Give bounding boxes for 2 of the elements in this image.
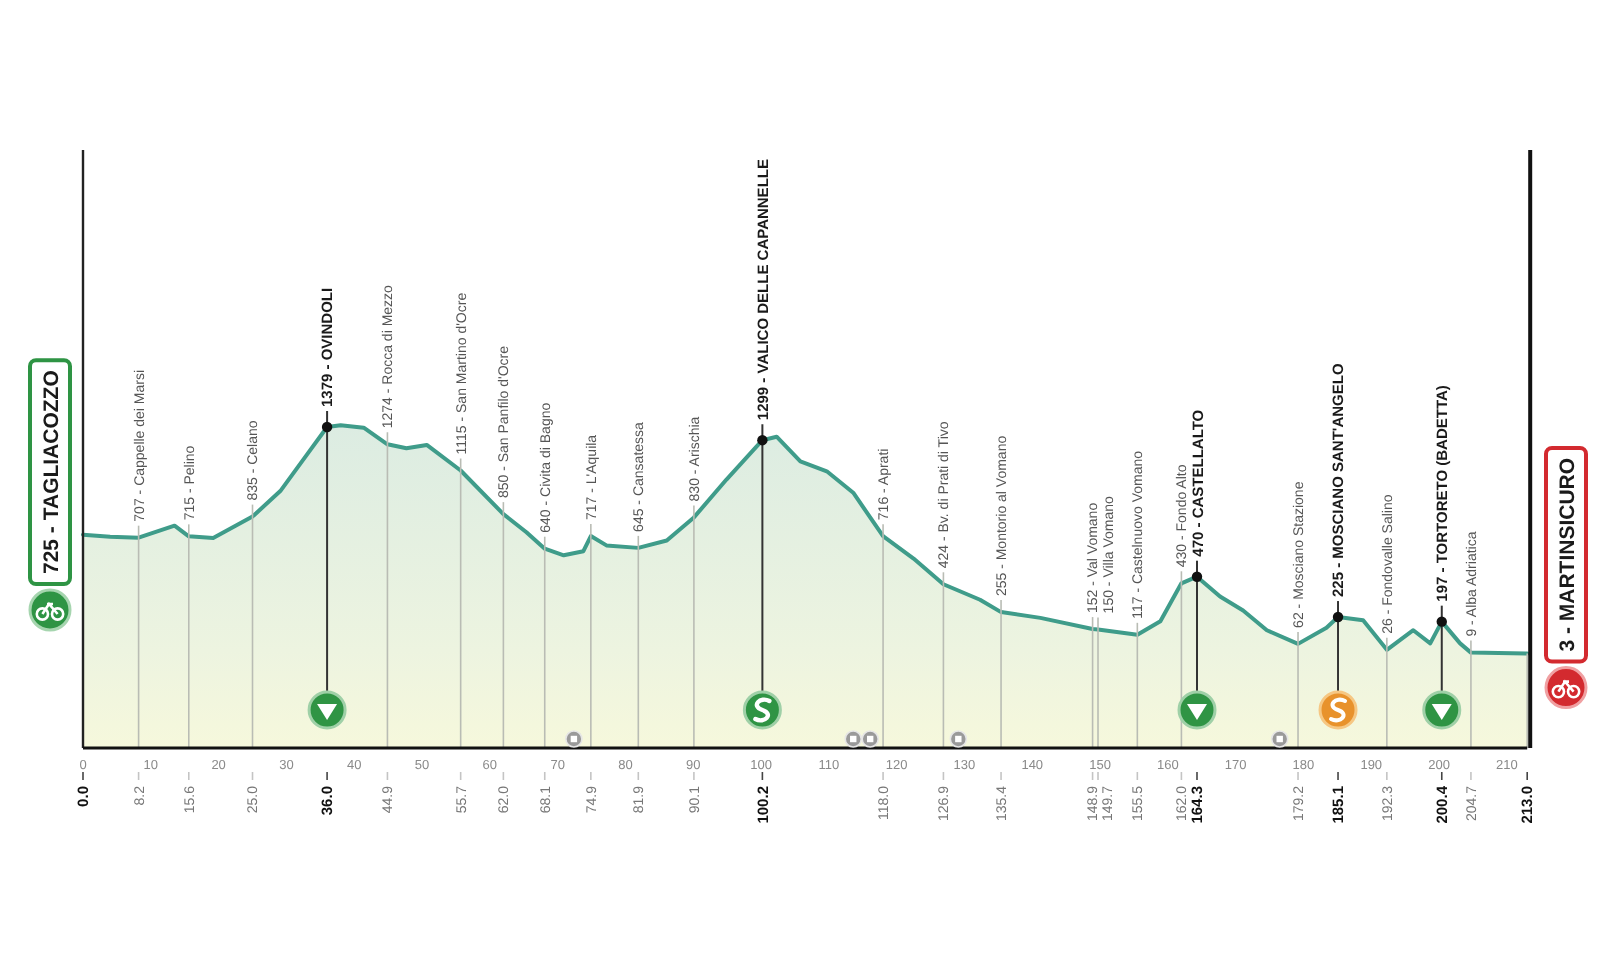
data-label: 3 - MARTINSICURO xyxy=(1555,457,1580,652)
data-label: 725 - TAGLIACOZZO xyxy=(39,370,64,574)
